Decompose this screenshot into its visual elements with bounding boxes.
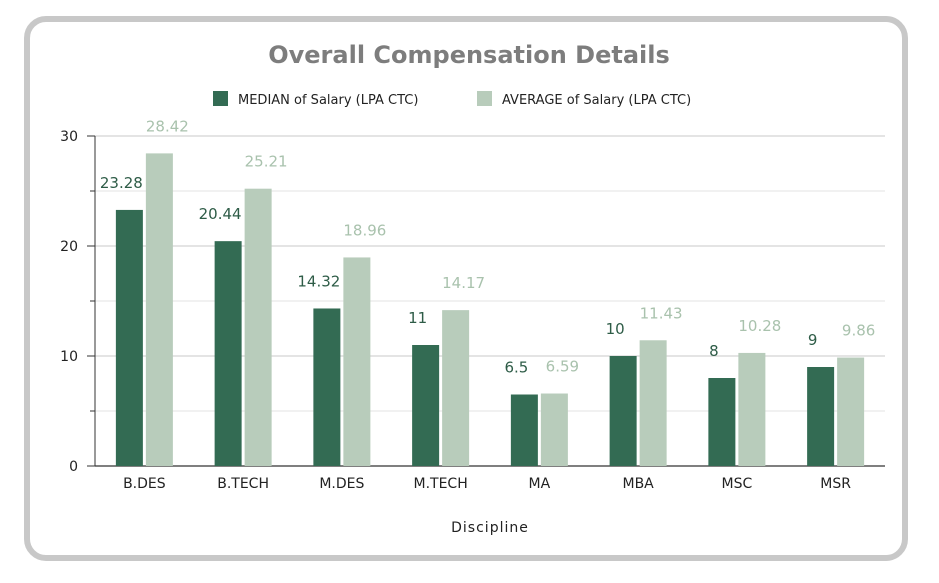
x-tick-label: MSC xyxy=(722,476,753,492)
data-label-average: 18.96 xyxy=(343,221,386,239)
bar-average xyxy=(343,257,371,466)
bar-median xyxy=(510,394,538,466)
x-tick-label: B.TECH xyxy=(217,476,269,492)
bars xyxy=(115,153,865,467)
legend-swatch-median xyxy=(213,91,228,106)
data-label-median: 8 xyxy=(709,342,719,360)
data-label-average: 14.17 xyxy=(442,274,485,292)
x-tick-label: MSR xyxy=(820,476,851,492)
x-tick-label: B.DES xyxy=(123,476,166,492)
bar-average xyxy=(837,357,865,466)
bar-median xyxy=(708,378,736,466)
data-label-median: 10 xyxy=(606,320,625,338)
data-label-average: 11.43 xyxy=(640,304,683,322)
x-tick-label: M.DES xyxy=(319,476,364,492)
bar-median xyxy=(807,367,835,466)
bar-average xyxy=(244,188,272,466)
bar-median xyxy=(313,308,341,466)
bar-average xyxy=(442,310,470,466)
bar-median xyxy=(115,209,143,467)
gridlines xyxy=(95,135,885,467)
legend-label-average: AVERAGE of Salary (LPA CTC) xyxy=(502,93,691,108)
bar-average xyxy=(540,393,568,466)
x-tick-label: MBA xyxy=(622,476,654,492)
y-tick-label: 30 xyxy=(60,129,78,145)
y-tick-label: 0 xyxy=(69,459,78,475)
legend-label-median: MEDIAN of Salary (LPA CTC) xyxy=(238,93,418,108)
x-axis-label: Discipline xyxy=(451,520,529,536)
chart-title: Overall Compensation Details xyxy=(268,41,670,69)
bar-median xyxy=(214,241,242,466)
data-label-average: 10.28 xyxy=(738,317,781,335)
bar-median xyxy=(609,356,637,466)
bar-average xyxy=(738,352,766,466)
x-tick-label: MA xyxy=(529,476,551,492)
data-label-median: 9 xyxy=(808,331,818,349)
legend: MEDIAN of Salary (LPA CTC) AVERAGE of Sa… xyxy=(213,91,691,108)
y-tick-label: 10 xyxy=(60,349,78,365)
data-label-median: 6.5 xyxy=(504,359,528,377)
data-label-average: 25.21 xyxy=(245,153,288,171)
data-label-median: 11 xyxy=(408,309,427,327)
bar-average xyxy=(145,153,173,466)
data-label-average: 9.86 xyxy=(842,322,875,340)
x-axis-ticks: B.DES B.TECH M.DES M.TECH MA MBA MSC MSR xyxy=(123,476,851,492)
x-tick-label: M.TECH xyxy=(414,476,468,492)
y-tick-label: 20 xyxy=(60,239,78,255)
data-labels: 23.28 28.42 20.44 25.21 14.32 18.96 11 14.17 6.5… xyxy=(100,117,875,376)
data-label-median: 14.32 xyxy=(297,272,340,290)
legend-swatch-average xyxy=(477,91,492,106)
data-label-median: 23.28 xyxy=(100,174,143,192)
data-label-average: 6.59 xyxy=(546,358,579,376)
data-label-average: 28.42 xyxy=(146,117,189,135)
bar-median xyxy=(412,345,440,466)
bar-average xyxy=(639,340,667,466)
data-label-median: 20.44 xyxy=(199,205,242,223)
